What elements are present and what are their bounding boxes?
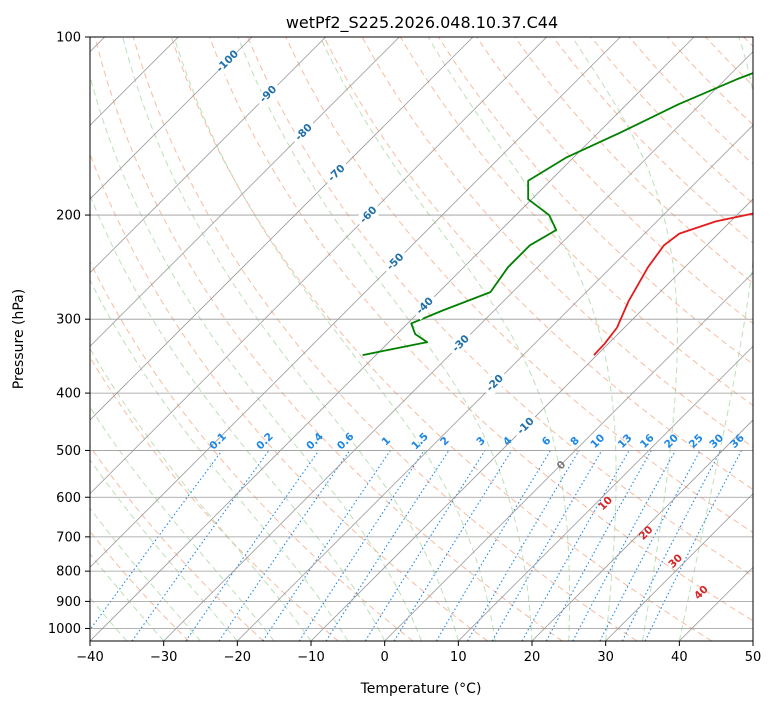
mixing-ratio-line — [621, 450, 722, 641]
mixing-ratio-line — [325, 450, 450, 641]
isotherm-line — [237, 124, 753, 641]
dry-adiabats — [90, 37, 753, 641]
moist-adiabat-line — [237, 37, 533, 641]
y-tick-label: 800 — [56, 565, 81, 580]
moist-adiabat-line — [90, 194, 386, 641]
mixing-ratio-line — [545, 450, 652, 641]
mixing-ratio-line — [262, 450, 391, 641]
x-tick-label: −10 — [297, 650, 324, 665]
dry-adiabat-line — [90, 356, 339, 641]
y-tick-label: 300 — [56, 313, 81, 328]
moist-adiabat-line — [571, 37, 678, 641]
y-axis: 100 200 300 400 500 600 700 800 900 1000 — [48, 31, 90, 637]
temperature-profile — [593, 212, 753, 356]
moist-adiabats — [90, 37, 753, 641]
dry-adiabat-line — [209, 37, 753, 622]
y-tick-label: 500 — [56, 444, 81, 459]
y-tick-label: 700 — [56, 530, 81, 545]
isotherm-line — [605, 493, 753, 641]
moist-adiabat-line — [90, 74, 422, 641]
mixing-ratio-line — [218, 450, 351, 641]
isotherm-line — [90, 37, 474, 421]
x-tick-label: −20 — [224, 650, 251, 665]
dewpoint-profile — [362, 72, 753, 356]
isotherm-line — [90, 37, 253, 200]
x-tick-label: 40 — [671, 650, 688, 665]
dry-adiabat-label-bg — [289, 118, 319, 147]
mixing-ratio-line — [393, 450, 513, 641]
moist-adiabat-line — [122, 37, 459, 641]
isotherm-line — [384, 272, 753, 641]
dry-adiabat-label-bg — [446, 329, 476, 358]
moist-adiabat-line — [678, 37, 753, 641]
isotherm-line — [310, 198, 753, 641]
moist-adiabat-line — [427, 37, 617, 641]
dry-adiabat-label-bg — [213, 47, 242, 76]
mixing-ratio-lines — [90, 450, 742, 641]
x-tick-label: −40 — [76, 650, 103, 665]
dry-adiabat-line — [90, 445, 264, 641]
x-tick-label: 0 — [381, 650, 389, 665]
moist-adiabat-line — [90, 507, 201, 641]
isotherm-line — [90, 37, 326, 274]
dry-adiabat-label-bg — [354, 200, 383, 230]
dry-adiabat-line — [514, 37, 753, 284]
y-tick-label: 200 — [56, 209, 81, 224]
isotherm-line — [90, 37, 621, 568]
isotherm-line — [90, 37, 547, 495]
x-tick-label: 20 — [524, 650, 541, 665]
dry-adiabat-line — [94, 37, 563, 641]
mixing-ratio-line — [298, 450, 425, 641]
y-axis-label: Pressure (hPa) — [11, 289, 27, 389]
mixing-ratio-line — [90, 450, 223, 631]
isotherm-line — [90, 37, 695, 641]
dry-adiabat-line — [170, 37, 712, 641]
mixing-ratio-line — [572, 450, 677, 641]
moist-adiabat-line — [90, 597, 128, 641]
dry-adiabat-line — [323, 37, 753, 491]
moist-adiabat-line — [90, 406, 275, 641]
mixing-ratio-line — [185, 450, 320, 641]
dry-adiabat-line — [90, 260, 414, 641]
dry-adiabat-line — [132, 37, 638, 641]
sounding-series — [362, 72, 753, 356]
moist-adiabat-line — [90, 458, 238, 641]
dry-adiabat-line — [285, 37, 753, 534]
y-tick-label: 1000 — [48, 622, 81, 637]
x-tick-label: 10 — [450, 650, 467, 665]
plot-area: -100-90-80-70-60-50-40-30-20-10010203040… — [48, 31, 761, 666]
dry-adiabat-label-bg — [322, 159, 351, 188]
x-axis-label: Temperature (°C) — [360, 681, 482, 697]
isotherms — [90, 37, 753, 641]
dry-adiabat-label-bg — [381, 247, 410, 277]
isotherm-line — [531, 419, 753, 641]
plot-frame — [89, 36, 754, 642]
y-tick-label: 400 — [56, 387, 81, 402]
dry-adiabat-line — [476, 37, 753, 325]
chart-title: wetPf2_S225.2026.048.10.37.C44 — [286, 13, 558, 33]
dry-adiabat-label-bg — [511, 412, 540, 441]
x-tick-label: 50 — [745, 650, 762, 665]
y-tick-label: 900 — [56, 595, 81, 610]
moist-adiabat-line — [90, 553, 165, 641]
moist-adiabat-line — [319, 37, 571, 641]
mixing-ratio-line — [644, 450, 742, 641]
dry-adiabat-line — [247, 37, 753, 577]
mixing-ratio-line — [521, 450, 630, 641]
x-axis: −40 −30 −20 −10 0 10 20 30 40 50 — [76, 641, 761, 665]
x-tick-label: −30 — [150, 650, 177, 665]
x-tick-label: 30 — [597, 650, 614, 665]
isotherm-line — [458, 345, 753, 641]
moist-adiabat-line — [173, 37, 496, 641]
y-tick-label: 600 — [56, 491, 81, 506]
dry-adiabat-label-bg — [254, 80, 283, 109]
dry-adiabat-label-bg — [410, 291, 440, 321]
dry-adiabat-label-bg — [480, 369, 510, 398]
y-tick-label: 100 — [56, 31, 81, 46]
